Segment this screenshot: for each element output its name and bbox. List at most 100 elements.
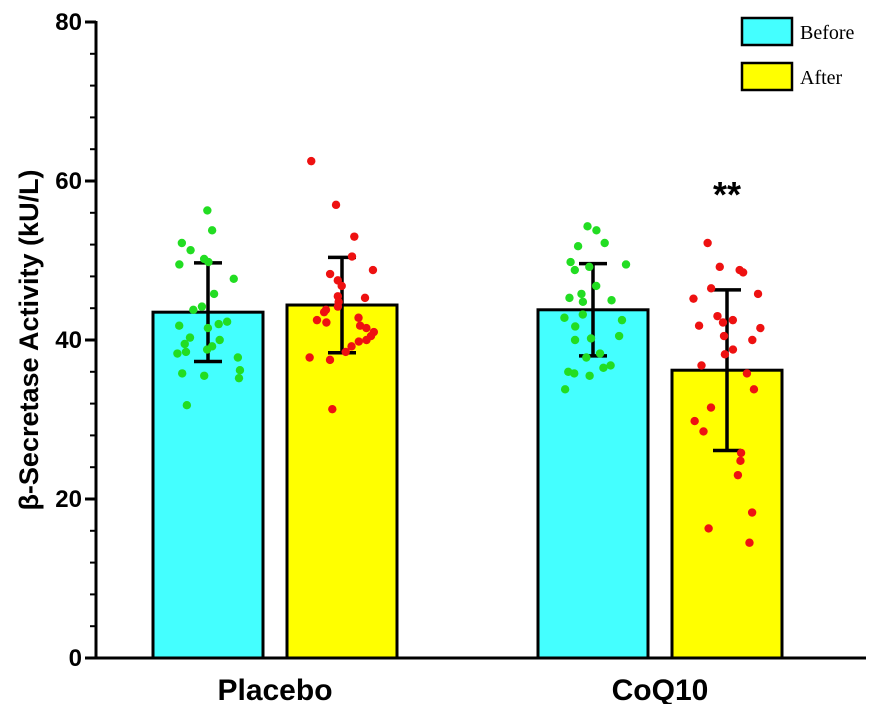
data-point — [585, 371, 594, 380]
data-point — [699, 427, 708, 436]
chart-error-bars — [194, 255, 741, 453]
y-tick-label: 40 — [55, 327, 82, 354]
data-point — [233, 353, 243, 362]
data-point — [591, 281, 601, 291]
data-point — [578, 297, 588, 307]
data-point — [585, 262, 594, 272]
data-point — [703, 238, 712, 248]
data-point — [203, 206, 212, 215]
data-point — [742, 369, 752, 378]
data-point — [560, 313, 569, 322]
data-point — [189, 305, 198, 314]
data-point — [175, 260, 184, 269]
data-point — [719, 331, 729, 341]
y-axis-title: β-Secretase Activity (kU/L) — [14, 169, 44, 510]
data-point — [235, 366, 245, 375]
data-point — [173, 349, 182, 358]
data-point — [215, 335, 224, 345]
data-point — [738, 268, 748, 277]
data-point — [229, 274, 238, 283]
data-point — [706, 284, 716, 293]
data-point — [354, 313, 363, 322]
x-tick-label-placebo: Placebo — [217, 674, 332, 704]
data-point — [347, 252, 357, 261]
data-point — [337, 281, 346, 291]
data-point — [748, 335, 757, 345]
chart-data-points — [173, 156, 765, 547]
data-point — [570, 335, 580, 345]
data-point — [566, 257, 575, 267]
data-point — [305, 353, 314, 362]
data-point — [753, 289, 763, 299]
data-point — [621, 260, 631, 269]
data-point — [694, 321, 704, 330]
data-point — [362, 323, 371, 333]
data-point — [560, 385, 570, 394]
data-point — [706, 403, 716, 412]
data-point — [713, 311, 722, 321]
data-point — [749, 385, 759, 394]
data-point — [571, 322, 580, 331]
data-point — [614, 331, 624, 341]
data-point — [175, 321, 184, 330]
data-point — [582, 353, 591, 362]
y-tick-label: 60 — [55, 168, 82, 195]
data-point — [728, 345, 738, 354]
data-point — [203, 323, 213, 333]
y-tick-label: 0 — [69, 645, 82, 672]
data-point — [341, 347, 350, 357]
data-point — [186, 245, 195, 255]
data-point — [307, 156, 316, 166]
data-point — [180, 339, 189, 349]
legend-swatch-after — [740, 61, 794, 92]
data-point — [177, 238, 187, 248]
data-point — [718, 318, 728, 327]
data-point — [354, 337, 364, 346]
data-point — [736, 448, 746, 458]
data-point — [720, 350, 730, 359]
data-point — [577, 289, 586, 299]
data-point — [715, 262, 724, 272]
y-tick-label: 20 — [55, 486, 82, 513]
data-point — [181, 347, 191, 357]
data-point — [182, 400, 192, 410]
bar-before-coq10 — [536, 308, 650, 660]
data-point — [185, 333, 195, 342]
data-point — [747, 508, 757, 517]
data-point — [222, 317, 232, 326]
data-point — [592, 226, 601, 235]
data-point — [606, 361, 615, 370]
data-point — [745, 538, 754, 547]
data-point — [599, 363, 608, 373]
data-point — [214, 319, 223, 329]
data-point — [333, 302, 343, 311]
data-point — [728, 315, 738, 325]
data-point — [600, 238, 609, 248]
chart-labels: Placebo CoQ10 ** — [217, 174, 741, 704]
data-point — [570, 369, 579, 378]
data-point — [328, 404, 337, 414]
legend-label-before: Before — [800, 22, 855, 44]
data-point — [347, 342, 356, 351]
data-point — [573, 241, 583, 251]
data-point — [325, 269, 335, 279]
data-point — [360, 293, 370, 303]
data-point — [704, 524, 713, 533]
data-point — [736, 456, 745, 466]
data-point — [200, 371, 209, 380]
significance-annotation: ** — [713, 174, 741, 215]
y-tick-label: 80 — [55, 9, 82, 36]
chart-legend: Before After — [740, 16, 855, 92]
data-point — [756, 323, 765, 333]
x-tick-label-coq10: CoQ10 — [612, 674, 709, 704]
data-point — [202, 345, 212, 354]
data-point — [583, 222, 592, 231]
data-point — [617, 315, 627, 325]
data-point — [319, 307, 329, 317]
legend-label-after: After — [800, 67, 843, 89]
data-point — [209, 289, 219, 299]
legend-swatch-before — [740, 16, 794, 47]
bar-before-placebo — [151, 310, 265, 660]
data-point — [204, 257, 213, 267]
